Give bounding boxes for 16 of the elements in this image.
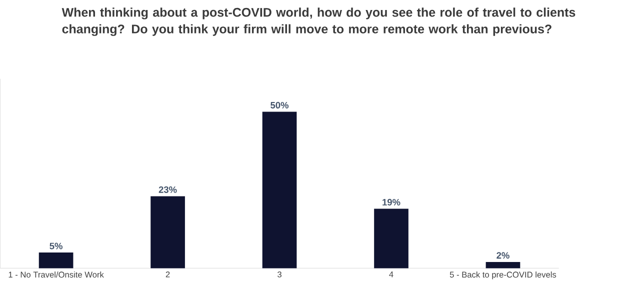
bar [262, 112, 297, 268]
x-tick-label: 1 - No Travel/Onsite Work [8, 272, 104, 278]
data-label: 19% [382, 199, 400, 206]
bar [150, 196, 185, 268]
x-tick-label: 5 - Back to pre-COVID levels [450, 272, 556, 280]
data-label: 50% [270, 102, 289, 109]
bar [486, 262, 520, 268]
x-tick-label: 3 [278, 272, 282, 278]
chart-title: When thinking about a post-COVID world, how do you see the role of travel to clients changing? Do you think your firm will move to more remote work than previous? [62, 8, 576, 36]
data-label: 23% [158, 186, 177, 194]
data-label: 5% [50, 242, 62, 250]
bar [374, 208, 408, 268]
data-label: 2% [496, 252, 510, 259]
x-tick-label: 4 [389, 272, 394, 278]
bar [38, 252, 74, 268]
x-tick-label: 2 [166, 272, 170, 278]
